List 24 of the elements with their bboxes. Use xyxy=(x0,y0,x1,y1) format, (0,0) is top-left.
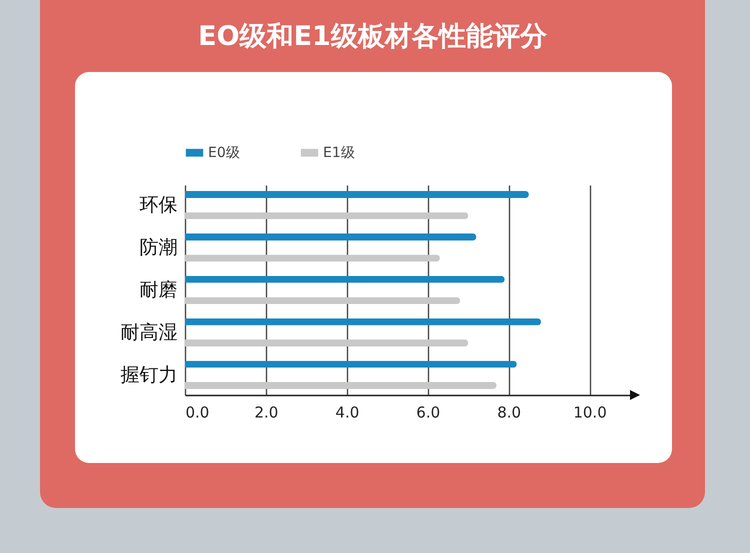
x-tick-label: 8.0 xyxy=(497,404,522,422)
bar xyxy=(185,360,517,368)
x-tick-label: 10.0 xyxy=(573,404,607,422)
bar xyxy=(185,382,496,389)
bar xyxy=(185,297,460,304)
bar xyxy=(185,233,476,240)
legend-label: E1级 xyxy=(323,144,355,161)
bar xyxy=(185,254,440,262)
bar xyxy=(185,191,529,198)
x-tick-label: 6.0 xyxy=(416,404,440,422)
x-tick-label: 4.0 xyxy=(335,404,360,422)
chart-title: EO级和E1级板材各性能评分 xyxy=(197,20,548,54)
y-tick-label: 耐磨 xyxy=(140,279,178,301)
bar xyxy=(185,340,468,347)
x-tick-label: 2.0 xyxy=(254,404,278,422)
y-tick-label: 握钉力 xyxy=(120,364,178,386)
legend-label: E0级 xyxy=(208,144,240,161)
bar xyxy=(185,318,541,326)
x-tick-label: 0.0 xyxy=(186,404,210,422)
bar xyxy=(185,212,468,220)
y-tick-label: 防潮 xyxy=(140,236,178,259)
y-tick-label: 环保 xyxy=(140,194,178,216)
bar xyxy=(185,276,505,283)
y-tick-label: 耐高湿 xyxy=(120,321,178,344)
